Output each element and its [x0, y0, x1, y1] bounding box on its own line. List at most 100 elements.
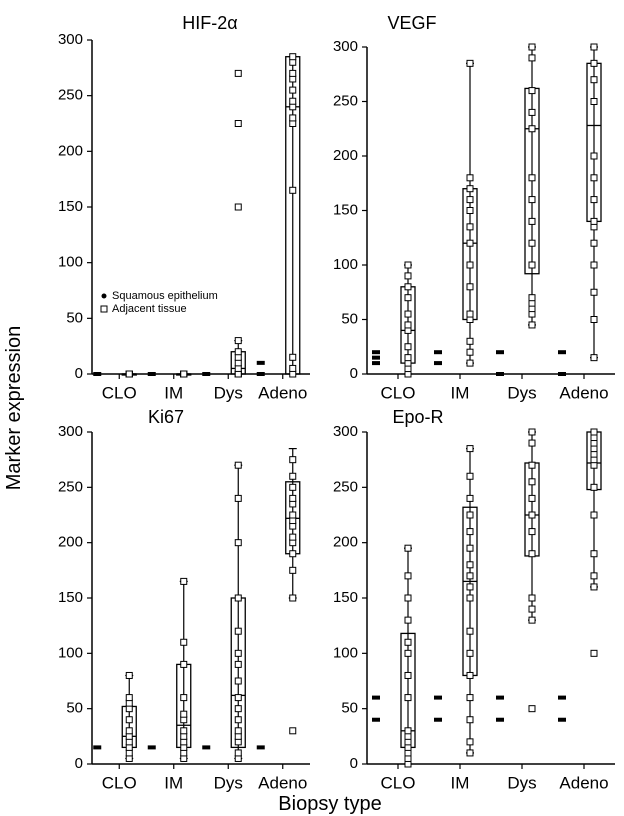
adjacent-point — [590, 550, 598, 558]
adjacent-point — [590, 59, 598, 67]
adjacent-point — [528, 616, 536, 624]
adjacent-point — [404, 321, 412, 329]
adjacent-point — [466, 494, 474, 502]
adjacent-point — [590, 261, 598, 269]
adjacent-point — [528, 239, 536, 247]
adjacent-point — [466, 544, 474, 552]
adjacent-point — [590, 316, 598, 323]
y-tick-label: 300 — [58, 423, 83, 440]
adjacent-point — [234, 539, 242, 547]
adjacent-point — [466, 337, 474, 345]
y-tick-label: 200 — [58, 142, 83, 159]
adjacent-point — [289, 69, 297, 77]
y-tick-label: 0 — [75, 365, 83, 382]
adjacent-point — [289, 353, 297, 361]
adjacent-point — [234, 461, 242, 469]
adjacent-point — [404, 671, 412, 679]
adjacent-point — [125, 694, 133, 702]
squamous-point — [372, 355, 380, 360]
adjacent-point — [404, 294, 412, 302]
adjacent-point — [289, 727, 297, 735]
adjacent-point — [289, 364, 297, 372]
adjacent-point — [466, 223, 474, 231]
x-tick-label: Dys — [507, 383, 536, 402]
adjacent-point — [466, 207, 474, 214]
adjacent-point — [234, 348, 242, 356]
x-tick-label: Dys — [214, 773, 243, 792]
adjacent-point — [528, 43, 536, 51]
adjacent-point — [528, 196, 536, 204]
adjacent-point — [180, 710, 188, 718]
y-tick-label: 100 — [58, 644, 83, 661]
adjacent-point — [590, 174, 598, 182]
adjacent-point — [528, 478, 536, 486]
adjacent-point — [590, 98, 598, 105]
x-tick-label: IM — [451, 773, 470, 792]
squamous-point — [93, 372, 102, 376]
x-tick-label: IM — [451, 383, 470, 402]
adjacent-point — [528, 511, 536, 519]
squamous-point — [256, 360, 265, 365]
y-tick-label: 100 — [333, 256, 358, 273]
adjacent-point — [528, 174, 536, 182]
adjacent-point — [590, 196, 598, 204]
adjacent-point — [590, 572, 598, 580]
x-tick-label: CLO — [381, 383, 416, 402]
adjacent-point — [289, 483, 297, 491]
panel-ki67: Ki67 0 50 100 150 200 250 300 CLO IM Dys Adeno — [58, 407, 310, 792]
y-tick-label: 200 — [333, 534, 358, 551]
adjacent-point — [466, 185, 474, 193]
adjacent-point — [404, 638, 412, 646]
adjacent-point — [289, 472, 297, 480]
adjacent-point — [466, 749, 474, 757]
adjacent-point — [234, 494, 242, 502]
adjacent-point — [528, 294, 536, 302]
y-tick-label: 300 — [58, 31, 83, 48]
adjacent-point — [289, 594, 297, 602]
adjacent-point — [404, 354, 412, 362]
adjacent-point — [528, 125, 536, 133]
adjacent-point — [590, 483, 598, 491]
panel-title: HIF-2α — [182, 13, 237, 33]
adjacent-point — [234, 727, 242, 735]
squamous-point — [372, 717, 380, 722]
adjacent-point — [289, 97, 297, 105]
y-tick-label: 250 — [58, 478, 83, 495]
adjacent-point — [234, 660, 242, 668]
adjacent-point — [289, 550, 297, 558]
adjacent-point — [404, 616, 412, 624]
squamous-point — [256, 745, 265, 750]
x-tick-label: Dys — [507, 773, 536, 792]
adjacent-point — [528, 528, 536, 536]
squamous-point — [496, 695, 504, 700]
adjacent-point — [528, 461, 536, 469]
adjacent-point — [125, 671, 133, 679]
squamous-point — [372, 350, 380, 355]
adjacent-point — [289, 494, 297, 502]
adjacent-point — [466, 594, 474, 602]
y-tick-label: 200 — [58, 534, 83, 551]
adjacent-point — [528, 54, 536, 62]
y-tick-label: 250 — [58, 87, 83, 104]
adjacent-point — [234, 203, 242, 211]
y-tick-label: 50 — [66, 700, 83, 717]
adjacent-point — [466, 348, 474, 356]
adjacent-point — [528, 550, 536, 558]
adjacent-point — [528, 494, 536, 502]
adjacent-point — [234, 749, 242, 757]
adjacent-point — [528, 261, 536, 269]
adjacent-point — [528, 594, 536, 602]
adjacent-point — [466, 261, 474, 269]
adjacent-point — [466, 511, 474, 519]
adjacent-point — [404, 649, 412, 657]
adjacent-point — [528, 321, 536, 329]
adjacent-point — [466, 174, 474, 182]
adjacent-point — [404, 572, 412, 580]
y-tick-label: 100 — [58, 254, 83, 271]
y-axis-title: Marker expression — [3, 326, 25, 491]
adjacent-point — [289, 566, 297, 574]
adjacent-point — [404, 283, 412, 291]
squamous-point — [147, 372, 156, 376]
adjacent-point — [289, 53, 297, 61]
y-tick-label: 50 — [66, 309, 83, 326]
